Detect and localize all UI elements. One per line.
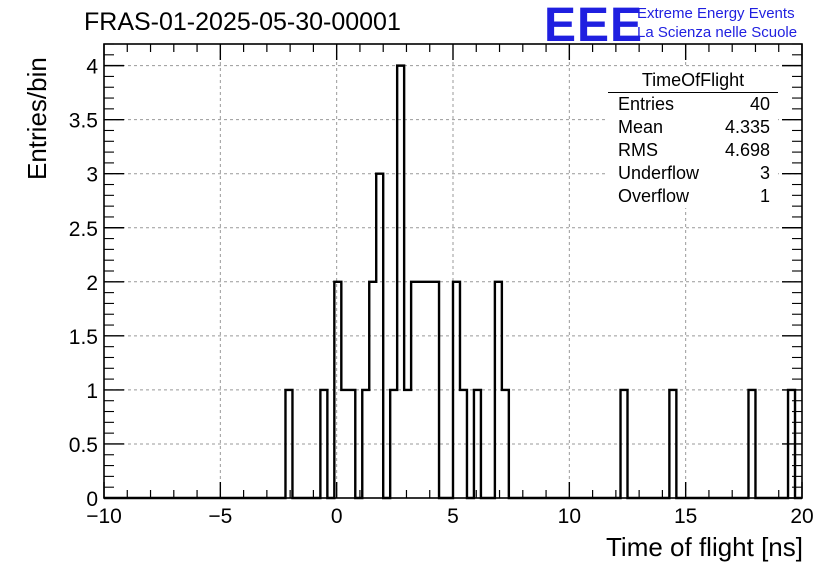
stats-label: Underflow [618, 163, 700, 183]
stats-value: 40 [749, 94, 770, 114]
stats-label: Mean [618, 117, 664, 137]
stats-value: 3 [759, 163, 770, 183]
y-tick-label: 1 [86, 380, 98, 403]
stats-value: 4.335 [724, 117, 770, 137]
stats-label: RMS [618, 140, 658, 160]
stats-value: 1 [759, 186, 770, 206]
y-tick-label: 3.5 [69, 110, 98, 133]
x-tick-label: 5 [447, 505, 459, 528]
tick-labels: −10 −5 0 5 10 15 20 0 0.5 1 1.5 2 2.5 3 3.5 4 [69, 56, 814, 528]
logo-caption: Extreme Energy Events La Scienza nelle S… [637, 4, 797, 42]
y-tick-label: 3 [86, 164, 98, 187]
stats-label: Overflow [618, 186, 690, 206]
stats-title: TimeOfFlight [608, 68, 778, 93]
x-tick-label: −10 [86, 505, 122, 528]
stats-row-overflow: Overflow 1 [608, 185, 778, 208]
x-tick-label: −5 [208, 505, 232, 528]
stats-row-underflow: Underflow 3 [608, 162, 778, 185]
chart-title: FRAS-01-2025-05-30-00001 [84, 8, 401, 36]
stats-row-entries: Entries 40 [608, 93, 778, 116]
y-tick-label: 2.5 [69, 218, 98, 241]
y-tick-label: 4 [86, 56, 98, 79]
x-tick-label: 15 [674, 505, 697, 528]
x-tick-label: 20 [790, 505, 813, 528]
y-tick-label: 0.5 [69, 434, 98, 457]
logo-line-2: La Scienza nelle Scuole [637, 24, 798, 41]
logo-line-1: Extreme Energy Events [637, 5, 795, 22]
stats-row-mean: Mean 4.335 [608, 116, 778, 139]
eee-logo: EEE [544, 0, 644, 52]
y-tick-label: 1.5 [69, 326, 98, 349]
stats-box: TimeOfFlight Entries 40 Mean 4.335 RMS 4… [608, 68, 778, 208]
histogram-outline [104, 64, 802, 500]
y-tick-label: 0 [86, 488, 98, 511]
x-tick-label: 10 [558, 505, 581, 528]
x-axis-label: Time of flight [ns] [606, 532, 803, 562]
stats-label: Entries [618, 94, 675, 114]
y-tick-label: 2 [86, 272, 98, 295]
axis-ticks [103, 43, 803, 499]
x-tick-label: 0 [331, 505, 343, 528]
stats-value: 4.698 [724, 140, 770, 160]
stats-row-rms: RMS 4.698 [608, 139, 778, 162]
y-axis-label: Entries/bin [22, 57, 52, 180]
